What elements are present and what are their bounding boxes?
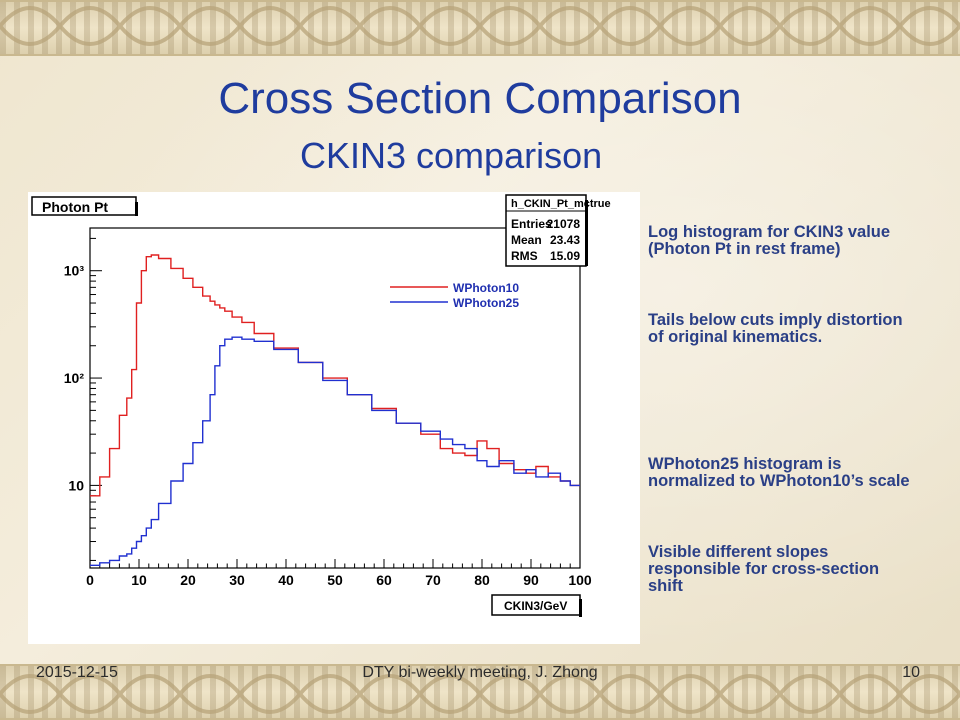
- legend-label-wphoton10: WPhoton10: [453, 281, 519, 295]
- x-tick-label: 90: [523, 572, 539, 588]
- y-tick-label: 10²: [64, 370, 85, 386]
- x-tick-label: 20: [180, 572, 196, 588]
- stats-box: [505, 194, 587, 267]
- note-tails-below-cuts: Tails below cuts imply distortion of ori…: [648, 311, 903, 346]
- note-log-histogram: Log histogram for CKIN3 value (Photon Pt…: [648, 223, 891, 258]
- series-line-wphoton10: [90, 254, 580, 497]
- x-tick-label: 70: [425, 572, 441, 588]
- stats-value-entries: 21078: [547, 217, 581, 231]
- series-line-wphoton25: [90, 336, 580, 566]
- chart-title: Photon Pt: [42, 199, 108, 215]
- slide-title: Cross Section Comparison: [218, 74, 742, 123]
- note-normalization: WPhoton25 histogram is normalized to WPh…: [648, 455, 910, 490]
- stats-label-rms: RMS: [511, 249, 538, 263]
- stats-label-entries: Entries: [511, 217, 552, 231]
- slide-subtitle: CKIN3 comparison: [300, 135, 603, 176]
- x-axis-label: CKIN3/GeV: [504, 599, 567, 613]
- stats-value-mean: 23.43: [550, 233, 580, 247]
- decorative-knot-pattern-top: [0, 0, 960, 52]
- y-tick-label: 10³: [64, 263, 85, 279]
- x-tick-label: 100: [568, 572, 592, 588]
- x-tick-label: 40: [278, 572, 294, 588]
- x-tick-label: 30: [229, 572, 245, 588]
- page-number: 10: [902, 664, 920, 681]
- x-tick-label: 60: [376, 572, 392, 588]
- footer-meeting: DTY bi-weekly meeting, J. Zhong: [362, 664, 598, 681]
- stats-box-name: h_CKIN_Pt_mctrue: [511, 198, 611, 210]
- y-tick-label: 10: [68, 477, 84, 493]
- decorative-knot-pattern-bottom: [0, 668, 960, 720]
- stats-label-mean: Mean: [511, 233, 542, 247]
- note-different-slopes: Visible different slopes responsible for…: [648, 543, 880, 595]
- legend-label-wphoton25: WPhoton25: [453, 296, 519, 310]
- plot-frame: [89, 227, 581, 569]
- histogram-panel: 0 10 20 30 40 50 60 70 80 90 100 10 10² 10³ Photon Pt…: [28, 192, 640, 644]
- chart-title-box-shadow: [135, 202, 138, 216]
- stats-box-shadow: [585, 200, 588, 266]
- x-tick-label: 50: [327, 572, 343, 588]
- stats-value-rms: 15.09: [550, 249, 580, 263]
- x-tick-label: 0: [86, 572, 94, 588]
- histogram-chart: 0 10 20 30 40 50 60 70 80 90 100 10 10² 10³ Photon Pt…: [31, 194, 611, 617]
- x-tick-label: 10: [131, 572, 147, 588]
- x-tick-label: 80: [474, 572, 490, 588]
- footer-date: 2015-12-15: [36, 664, 118, 681]
- x-axis-label-box-shadow: [579, 599, 582, 617]
